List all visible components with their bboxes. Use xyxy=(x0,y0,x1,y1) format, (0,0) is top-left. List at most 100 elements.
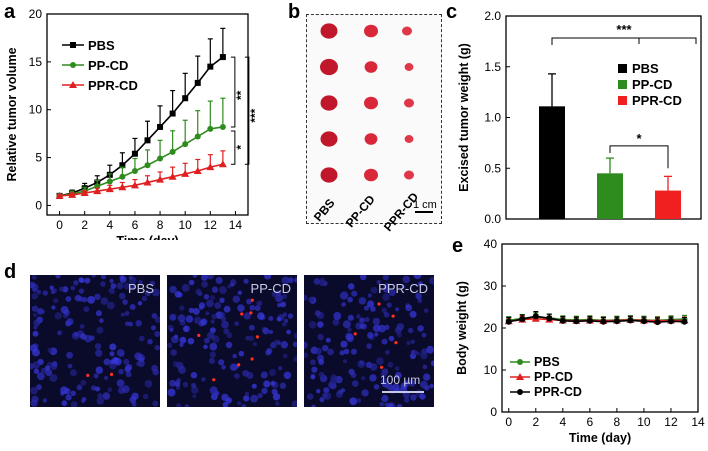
nucleus xyxy=(274,339,279,344)
nucleus xyxy=(69,369,77,377)
micrograph-ppr-cd: PPR-CD 100 µm xyxy=(304,275,434,407)
data-point xyxy=(640,318,647,325)
nucleus xyxy=(179,305,185,311)
nucleus xyxy=(70,390,76,396)
tumor xyxy=(320,23,338,39)
tumor xyxy=(320,167,338,183)
nucleus xyxy=(119,275,127,283)
x-tick-label: 8 xyxy=(614,415,621,429)
nucleus xyxy=(80,379,87,386)
nucleus xyxy=(244,313,251,320)
nucleus xyxy=(33,368,40,374)
photo-scale-label: 1 cm xyxy=(413,199,437,211)
panel-letter-b: b xyxy=(288,1,301,23)
nucleus xyxy=(33,325,38,330)
nucleus xyxy=(271,388,278,395)
nucleus xyxy=(387,361,394,368)
nucleus xyxy=(188,307,195,314)
nucleus xyxy=(144,379,153,388)
nucleus xyxy=(340,291,349,299)
nucleus xyxy=(319,397,325,403)
nucleus xyxy=(119,292,126,300)
nucleus xyxy=(318,359,325,365)
nucleus xyxy=(144,290,151,297)
nucleus xyxy=(137,301,143,306)
nucleus xyxy=(422,364,428,370)
nucleus xyxy=(382,275,389,281)
nucleus xyxy=(318,371,325,378)
nucleus xyxy=(347,327,352,333)
sig-bracket xyxy=(230,56,236,128)
nucleus xyxy=(109,343,117,351)
nucleus xyxy=(408,327,414,334)
data-point xyxy=(546,315,553,322)
nucleus xyxy=(134,352,143,361)
nucleus xyxy=(209,342,218,351)
nucleus xyxy=(382,293,390,301)
data-point xyxy=(157,155,164,162)
nucleus xyxy=(52,361,58,367)
data-point xyxy=(182,141,189,148)
nucleus xyxy=(122,299,128,305)
nucleus xyxy=(192,307,200,315)
nucleus xyxy=(321,344,329,352)
nucleus xyxy=(422,373,431,381)
nucleus xyxy=(330,374,338,382)
x-tick-label: 2 xyxy=(81,218,88,232)
nucleus xyxy=(229,363,238,371)
nucleus xyxy=(174,334,179,339)
nucleus xyxy=(317,321,324,328)
nucleus xyxy=(70,285,76,291)
nucleus xyxy=(417,298,423,303)
nucleus xyxy=(372,324,381,332)
nucleus xyxy=(397,403,403,407)
nucleus xyxy=(219,286,227,294)
nucleus xyxy=(304,294,308,301)
drug-signal xyxy=(353,332,357,336)
nucleus xyxy=(79,324,85,329)
nucleus xyxy=(107,387,113,392)
data-point xyxy=(131,150,138,157)
legend-marker xyxy=(70,62,76,68)
nucleus xyxy=(120,312,125,317)
drug-signal xyxy=(240,312,244,316)
nucleus xyxy=(211,286,219,293)
nucleus xyxy=(103,358,111,366)
nucleus xyxy=(423,308,429,313)
data-point xyxy=(219,54,226,61)
nucleus xyxy=(270,380,276,386)
nucleus xyxy=(361,376,366,381)
x-tick-label: 4 xyxy=(106,218,113,232)
nucleus xyxy=(91,385,97,391)
tumor-photo: PBS PP-CD PPR-CD 1 cm xyxy=(306,14,442,234)
nucleus xyxy=(252,341,257,347)
nucleus xyxy=(76,384,83,391)
nucleus xyxy=(30,399,38,407)
nucleus xyxy=(91,275,96,278)
nucleus xyxy=(152,368,159,376)
nucleus xyxy=(347,314,354,321)
nucleus xyxy=(65,394,72,401)
nucleus xyxy=(221,365,226,370)
y-tick-label: 1.5 xyxy=(484,60,501,74)
nucleus xyxy=(410,339,416,345)
y-axis-label: Body weight (g) xyxy=(455,281,469,375)
nucleus xyxy=(177,314,186,323)
nucleus xyxy=(198,302,206,309)
nucleus xyxy=(102,392,111,400)
nucleus xyxy=(125,371,132,378)
chart-c-tumor-weight: 0.0 0.5 1.0 1.5 2.0 Excised tumor weight (g) P… xyxy=(457,9,702,226)
nucleus xyxy=(123,358,130,365)
legend-label: PP-CD xyxy=(632,77,672,92)
nucleus xyxy=(97,393,103,399)
data-point xyxy=(130,181,139,189)
nucleus xyxy=(266,347,273,354)
nucleus xyxy=(78,288,85,294)
nucleus xyxy=(333,312,342,320)
nucleus xyxy=(350,348,357,355)
nucleus xyxy=(251,383,257,389)
nucleus xyxy=(347,296,353,303)
nucleus xyxy=(395,371,402,379)
nucleus xyxy=(304,341,308,349)
nucleus xyxy=(94,293,101,300)
